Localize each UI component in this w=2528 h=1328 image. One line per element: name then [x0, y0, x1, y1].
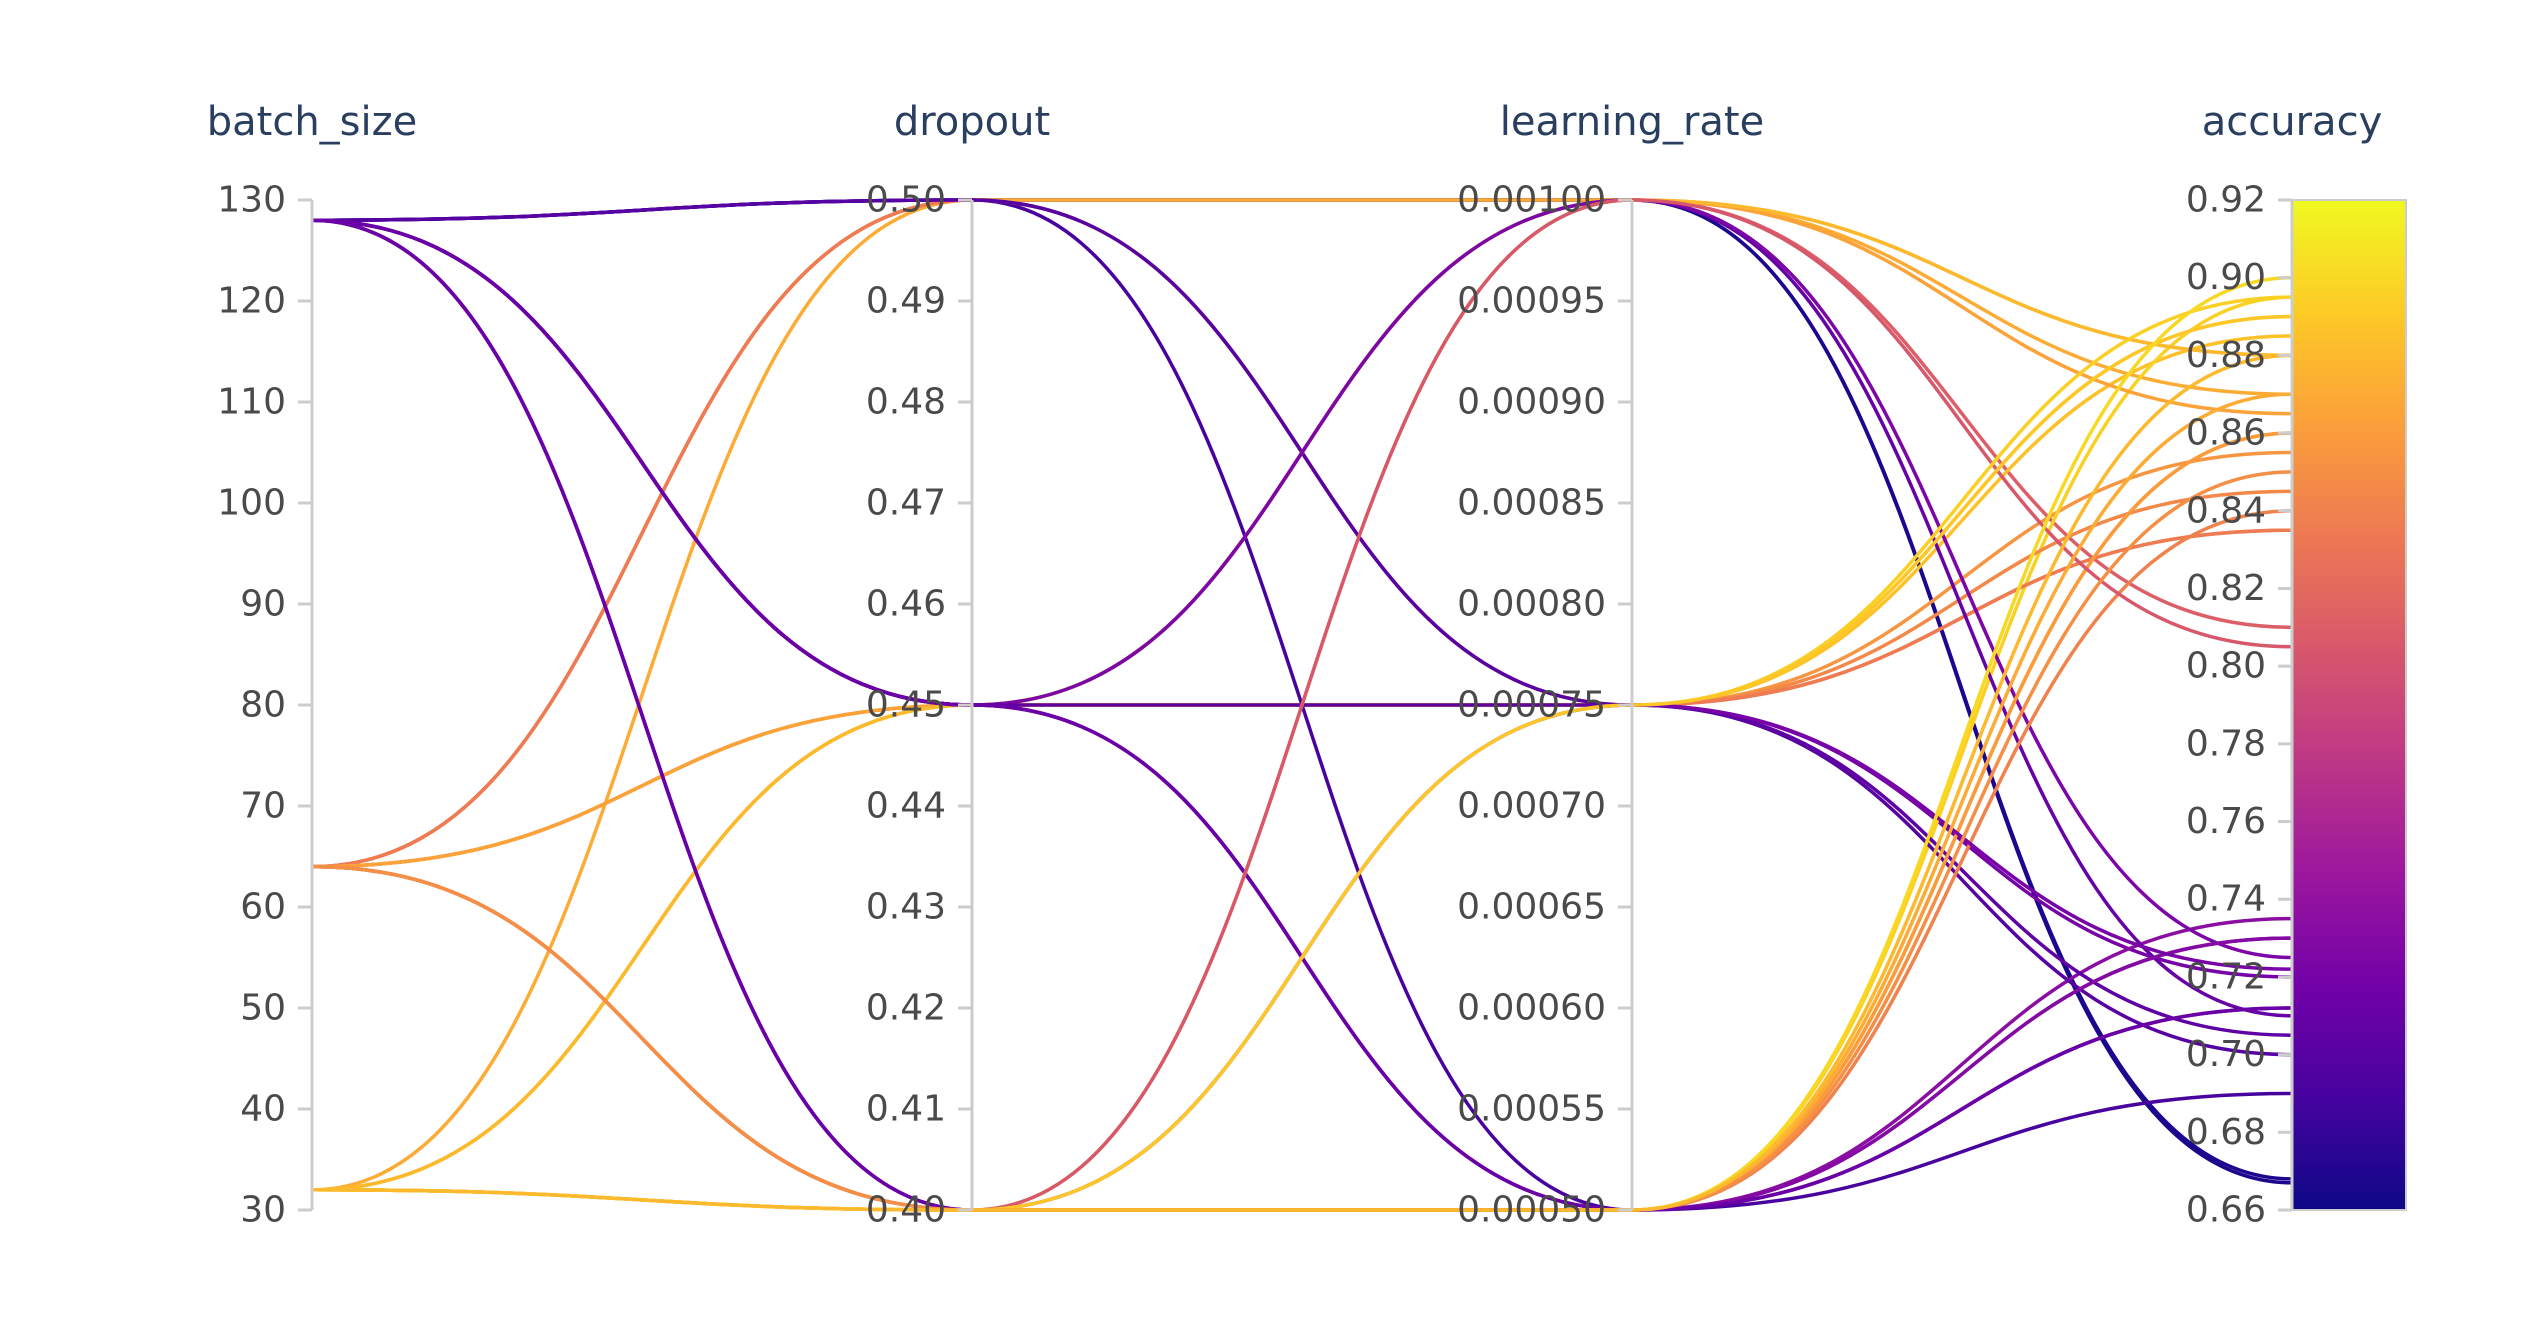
- tick-label-batch_size: 100: [217, 483, 286, 524]
- tick-label-learning_rate: 0.00060: [1457, 988, 1606, 1029]
- run-line-12[interactable]: [311, 295, 2293, 1212]
- tick-label-learning_rate: 0.00100: [1457, 180, 1606, 221]
- colorbar-gradient: [2291, 199, 2407, 1211]
- tick-label-dropout: 0.50: [866, 180, 946, 221]
- tick-label-dropout: 0.44: [866, 786, 946, 827]
- tick-label-accuracy: 0.74: [2186, 879, 2266, 920]
- tick-label-accuracy: 0.90: [2186, 257, 2266, 298]
- run-line-17[interactable]: [311, 198, 2293, 1018]
- tick-label-accuracy: 0.76: [2186, 801, 2266, 842]
- tick-label-learning_rate: 0.00065: [1457, 887, 1606, 928]
- tick-label-batch_size: 60: [240, 887, 286, 928]
- run-line-27[interactable]: [311, 198, 2293, 1212]
- tick-label-dropout: 0.40: [866, 1190, 946, 1231]
- axis-batch_size[interactable]: batch_size 130 120 110 100 90 80 70 60 50 40 30: [207, 99, 418, 1231]
- tick-label-learning_rate: 0.00055: [1457, 1089, 1606, 1130]
- tick-label-accuracy: 0.86: [2186, 413, 2266, 454]
- run-line-10[interactable]: [311, 334, 2293, 1192]
- axis-learning_rate[interactable]: learning_rate 0.00100 0.00095 0.00090 0.0008…: [1457, 99, 1764, 1231]
- run-line-4[interactable]: [311, 218, 2293, 1212]
- run-line-8[interactable]: [311, 431, 2293, 1212]
- tick-label-dropout: 0.45: [866, 685, 946, 726]
- run-line-28[interactable]: [311, 295, 2293, 1212]
- tick-label-learning_rate: 0.00095: [1457, 281, 1606, 322]
- tick-label-batch_size: 40: [240, 1089, 286, 1130]
- axis-title-accuracy: accuracy: [2202, 99, 2382, 145]
- axes: batch_size 130 120 110 100 90 80 70 60 50 40 30 drop…: [207, 99, 2382, 1231]
- tick-label-dropout: 0.48: [866, 382, 946, 423]
- run-line-22[interactable]: [311, 218, 2293, 1212]
- tick-label-accuracy: 0.68: [2186, 1112, 2266, 1153]
- run-line-16[interactable]: [311, 198, 2293, 1057]
- tick-label-batch_size: 30: [240, 1190, 286, 1231]
- tick-label-learning_rate: 0.00080: [1457, 584, 1606, 625]
- tick-label-accuracy: 0.72: [2186, 956, 2266, 997]
- run-line-35[interactable]: [311, 353, 2293, 1212]
- run-line-24[interactable]: [311, 218, 2293, 1212]
- run-line-9[interactable]: [311, 198, 2293, 1192]
- tick-label-accuracy: 0.84: [2186, 490, 2266, 531]
- axis-title-dropout: dropout: [894, 99, 1050, 145]
- run-line-26[interactable]: [311, 431, 2293, 1212]
- tick-label-accuracy: 0.88: [2186, 335, 2266, 376]
- tick-label-learning_rate: 0.00050: [1457, 1190, 1606, 1231]
- tick-label-accuracy: 0.78: [2186, 723, 2266, 764]
- run-line-11[interactable]: [311, 314, 2293, 1192]
- tick-label-batch_size: 120: [217, 281, 286, 322]
- tick-label-accuracy: 0.92: [2186, 180, 2266, 221]
- run-line-31[interactable]: [311, 218, 2293, 1212]
- tick-label-accuracy: 0.80: [2186, 646, 2266, 687]
- axis-accuracy[interactable]: accuracy 0.92 0.90 0.88 0.86 0.84 0.82 0.80 0.78…: [2186, 99, 2382, 1231]
- axis-dropout[interactable]: dropout 0.50 0.49 0.48 0.47 0.46 0.45 0.44 0.43 0…: [866, 99, 1050, 1231]
- axis-title-learning_rate: learning_rate: [1500, 99, 1764, 145]
- run-line-34[interactable]: [311, 470, 2293, 1212]
- tick-label-batch_size: 80: [240, 685, 286, 726]
- run-line-29[interactable]: [311, 218, 2293, 1212]
- tick-label-learning_rate: 0.00085: [1457, 483, 1606, 524]
- tick-label-dropout: 0.41: [866, 1089, 946, 1130]
- tick-label-accuracy: 0.70: [2186, 1034, 2266, 1075]
- colorbar: [2291, 199, 2407, 1211]
- tick-label-accuracy: 0.66: [2186, 1190, 2266, 1231]
- tick-label-accuracy: 0.82: [2186, 568, 2266, 609]
- tick-label-learning_rate: 0.00075: [1457, 685, 1606, 726]
- tick-label-batch_size: 130: [217, 180, 286, 221]
- tick-label-dropout: 0.49: [866, 281, 946, 322]
- run-lines: [311, 198, 2293, 1212]
- tick-label-dropout: 0.42: [866, 988, 946, 1029]
- tick-label-batch_size: 110: [217, 382, 286, 423]
- axis-title-batch_size: batch_size: [207, 99, 418, 145]
- tick-label-dropout: 0.47: [866, 483, 946, 524]
- run-line-3[interactable]: [311, 218, 2293, 1212]
- tick-label-batch_size: 70: [240, 786, 286, 827]
- tick-label-dropout: 0.46: [866, 584, 946, 625]
- tick-label-batch_size: 50: [240, 988, 286, 1029]
- tick-label-batch_size: 90: [240, 584, 286, 625]
- tick-label-learning_rate: 0.00090: [1457, 382, 1606, 423]
- tick-label-dropout: 0.43: [866, 887, 946, 928]
- tick-label-learning_rate: 0.00070: [1457, 786, 1606, 827]
